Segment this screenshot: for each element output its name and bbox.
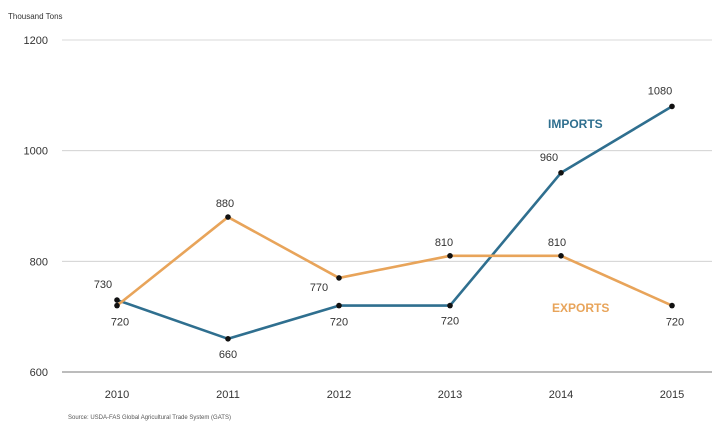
exports-point — [447, 253, 453, 259]
x-tick-label: 2011 — [216, 389, 240, 401]
source-note: Source: USDA-FAS Global Agricultural Tra… — [68, 415, 231, 421]
y-tick-label: 800 — [30, 256, 48, 268]
imports-data-label: 660 — [219, 349, 237, 361]
x-tick-label: 2014 — [549, 389, 573, 401]
imports-point — [558, 170, 564, 176]
imports-data-label: 730 — [94, 279, 112, 291]
y-tick-label: 1000 — [24, 146, 48, 158]
exports-data-label: 810 — [548, 237, 566, 249]
exports-data-label: 720 — [111, 317, 129, 329]
imports-point — [669, 103, 675, 110]
y-axis-unit-label: Thousand Tons — [8, 12, 63, 21]
exports-point — [336, 275, 342, 281]
imports-series-label: IMPORTS — [548, 117, 603, 131]
grid-layer — [62, 39, 712, 373]
x-tick-label: 2013 — [438, 389, 462, 401]
imports-point — [225, 336, 231, 342]
exports-point — [669, 302, 675, 309]
exports-point — [114, 302, 120, 309]
exports-data-label: 810 — [435, 237, 453, 249]
exports-point — [225, 214, 231, 220]
y-tick-label: 1200 — [24, 35, 48, 47]
exports-data-label: 880 — [216, 198, 234, 210]
x-tick-label: 2012 — [327, 389, 351, 401]
imports-point — [114, 297, 120, 303]
exports-data-label: 770 — [310, 282, 328, 294]
series-layer — [114, 103, 675, 342]
exports-data-label: 720 — [666, 317, 684, 329]
imports-point — [447, 302, 453, 309]
imports-data-label: 720 — [441, 316, 459, 328]
imports-point — [336, 302, 342, 309]
y-tick-label: 600 — [30, 367, 48, 379]
axis-layer: 600 800 1000 1200 2010 2011 2012 2013 2014 2015 — [24, 35, 685, 401]
exports-series-label: EXPORTS — [552, 301, 609, 315]
imports-data-label: 960 — [540, 152, 558, 164]
imports-line — [116, 105, 673, 341]
data-label-layer: 730 660 720 720 960 1080 720 880 770 810 810 720 — [94, 85, 684, 360]
imports-data-label: 720 — [330, 317, 348, 329]
imports-data-label: 1080 — [648, 85, 672, 97]
x-tick-label: 2010 — [105, 389, 129, 401]
exports-line — [116, 215, 673, 307]
x-tick-label: 2015 — [660, 389, 684, 401]
exports-point — [558, 253, 564, 259]
